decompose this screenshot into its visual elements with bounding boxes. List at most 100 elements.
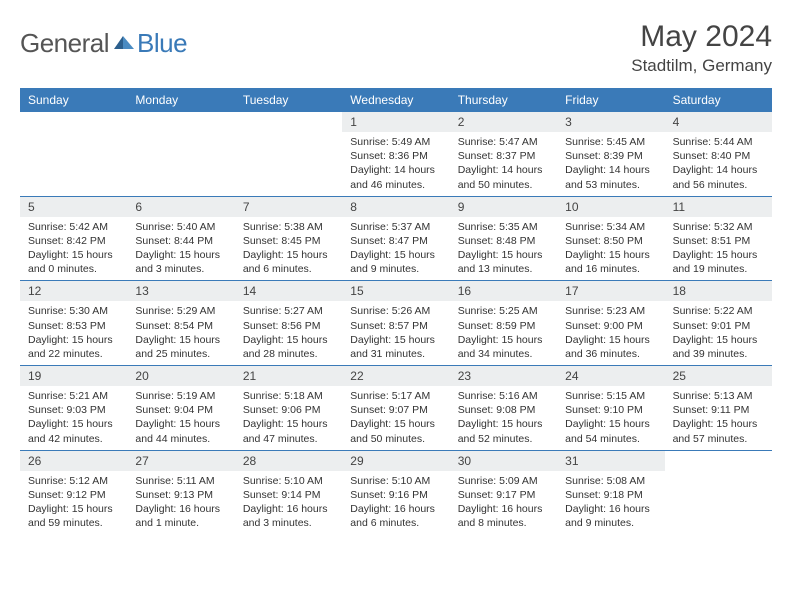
day-cell — [235, 112, 342, 196]
day-cell: 14Sunrise: 5:27 AMSunset: 8:56 PMDayligh… — [235, 281, 342, 365]
day-details: Sunrise: 5:35 AMSunset: 8:48 PMDaylight:… — [450, 217, 557, 281]
sunrise-text: Sunrise: 5:18 AM — [243, 389, 334, 403]
day-cell: 13Sunrise: 5:29 AMSunset: 8:54 PMDayligh… — [127, 281, 234, 365]
daylight-text: Daylight: 15 hours and 34 minutes. — [458, 333, 549, 361]
sunset-text: Sunset: 8:50 PM — [565, 234, 656, 248]
dow-monday: Monday — [127, 88, 234, 112]
day-details: Sunrise: 5:37 AMSunset: 8:47 PMDaylight:… — [342, 217, 449, 281]
sunset-text: Sunset: 8:45 PM — [243, 234, 334, 248]
day-cell: 26Sunrise: 5:12 AMSunset: 9:12 PMDayligh… — [20, 451, 127, 535]
daylight-text: Daylight: 15 hours and 42 minutes. — [28, 417, 119, 445]
daylight-text: Daylight: 15 hours and 59 minutes. — [28, 502, 119, 530]
day-details: Sunrise: 5:19 AMSunset: 9:04 PMDaylight:… — [127, 386, 234, 450]
day-details: Sunrise: 5:44 AMSunset: 8:40 PMDaylight:… — [665, 132, 772, 196]
dow-saturday: Saturday — [665, 88, 772, 112]
day-cell: 23Sunrise: 5:16 AMSunset: 9:08 PMDayligh… — [450, 366, 557, 450]
daylight-text: Daylight: 15 hours and 25 minutes. — [135, 333, 226, 361]
day-number — [235, 112, 342, 132]
day-details: Sunrise: 5:11 AMSunset: 9:13 PMDaylight:… — [127, 471, 234, 535]
sunrise-text: Sunrise: 5:49 AM — [350, 135, 441, 149]
day-details: Sunrise: 5:30 AMSunset: 8:53 PMDaylight:… — [20, 301, 127, 365]
daylight-text: Daylight: 15 hours and 47 minutes. — [243, 417, 334, 445]
sunrise-text: Sunrise: 5:40 AM — [135, 220, 226, 234]
day-details: Sunrise: 5:15 AMSunset: 9:10 PMDaylight:… — [557, 386, 664, 450]
calendar: Sunday Monday Tuesday Wednesday Thursday… — [20, 88, 772, 534]
sunset-text: Sunset: 8:44 PM — [135, 234, 226, 248]
sunset-text: Sunset: 9:18 PM — [565, 488, 656, 502]
day-number: 26 — [20, 451, 127, 471]
daylight-text: Daylight: 15 hours and 9 minutes. — [350, 248, 441, 276]
day-cell: 29Sunrise: 5:10 AMSunset: 9:16 PMDayligh… — [342, 451, 449, 535]
sunrise-text: Sunrise: 5:21 AM — [28, 389, 119, 403]
sunrise-text: Sunrise: 5:11 AM — [135, 474, 226, 488]
daylight-text: Daylight: 15 hours and 44 minutes. — [135, 417, 226, 445]
sunrise-text: Sunrise: 5:27 AM — [243, 304, 334, 318]
sunset-text: Sunset: 8:56 PM — [243, 319, 334, 333]
day-cell: 8Sunrise: 5:37 AMSunset: 8:47 PMDaylight… — [342, 197, 449, 281]
day-cell: 18Sunrise: 5:22 AMSunset: 9:01 PMDayligh… — [665, 281, 772, 365]
sunset-text: Sunset: 8:40 PM — [673, 149, 764, 163]
daylight-text: Daylight: 14 hours and 53 minutes. — [565, 163, 656, 191]
sunrise-text: Sunrise: 5:32 AM — [673, 220, 764, 234]
day-number: 21 — [235, 366, 342, 386]
day-number: 16 — [450, 281, 557, 301]
daylight-text: Daylight: 15 hours and 36 minutes. — [565, 333, 656, 361]
daylight-text: Daylight: 15 hours and 57 minutes. — [673, 417, 764, 445]
daylight-text: Daylight: 15 hours and 19 minutes. — [673, 248, 764, 276]
sunset-text: Sunset: 8:42 PM — [28, 234, 119, 248]
week-row: 12Sunrise: 5:30 AMSunset: 8:53 PMDayligh… — [20, 280, 772, 365]
sunrise-text: Sunrise: 5:29 AM — [135, 304, 226, 318]
day-details: Sunrise: 5:49 AMSunset: 8:36 PMDaylight:… — [342, 132, 449, 196]
day-cell: 5Sunrise: 5:42 AMSunset: 8:42 PMDaylight… — [20, 197, 127, 281]
day-number: 19 — [20, 366, 127, 386]
daylight-text: Daylight: 15 hours and 31 minutes. — [350, 333, 441, 361]
day-number: 17 — [557, 281, 664, 301]
day-cell: 1Sunrise: 5:49 AMSunset: 8:36 PMDaylight… — [342, 112, 449, 196]
daylight-text: Daylight: 15 hours and 22 minutes. — [28, 333, 119, 361]
day-number: 22 — [342, 366, 449, 386]
day-cell: 25Sunrise: 5:13 AMSunset: 9:11 PMDayligh… — [665, 366, 772, 450]
sunset-text: Sunset: 8:47 PM — [350, 234, 441, 248]
sunset-text: Sunset: 8:36 PM — [350, 149, 441, 163]
logo-text-blue: Blue — [137, 28, 187, 59]
day-cell: 27Sunrise: 5:11 AMSunset: 9:13 PMDayligh… — [127, 451, 234, 535]
day-cell: 17Sunrise: 5:23 AMSunset: 9:00 PMDayligh… — [557, 281, 664, 365]
day-number: 27 — [127, 451, 234, 471]
day-cell — [20, 112, 127, 196]
day-number: 2 — [450, 112, 557, 132]
day-details: Sunrise: 5:47 AMSunset: 8:37 PMDaylight:… — [450, 132, 557, 196]
weekday-header: Sunday Monday Tuesday Wednesday Thursday… — [20, 88, 772, 112]
sunset-text: Sunset: 8:37 PM — [458, 149, 549, 163]
day-number: 10 — [557, 197, 664, 217]
day-details: Sunrise: 5:09 AMSunset: 9:17 PMDaylight:… — [450, 471, 557, 535]
sunrise-text: Sunrise: 5:45 AM — [565, 135, 656, 149]
day-number: 7 — [235, 197, 342, 217]
dow-tuesday: Tuesday — [235, 88, 342, 112]
sunset-text: Sunset: 9:06 PM — [243, 403, 334, 417]
day-number: 5 — [20, 197, 127, 217]
sunset-text: Sunset: 8:48 PM — [458, 234, 549, 248]
day-cell: 31Sunrise: 5:08 AMSunset: 9:18 PMDayligh… — [557, 451, 664, 535]
sunrise-text: Sunrise: 5:30 AM — [28, 304, 119, 318]
logo-mark-icon — [113, 32, 135, 55]
day-details: Sunrise: 5:40 AMSunset: 8:44 PMDaylight:… — [127, 217, 234, 281]
day-details: Sunrise: 5:32 AMSunset: 8:51 PMDaylight:… — [665, 217, 772, 281]
day-number: 29 — [342, 451, 449, 471]
sunrise-text: Sunrise: 5:17 AM — [350, 389, 441, 403]
sunset-text: Sunset: 9:12 PM — [28, 488, 119, 502]
logo: General Blue — [20, 28, 187, 59]
day-cell: 4Sunrise: 5:44 AMSunset: 8:40 PMDaylight… — [665, 112, 772, 196]
dow-thursday: Thursday — [450, 88, 557, 112]
sunrise-text: Sunrise: 5:35 AM — [458, 220, 549, 234]
daylight-text: Daylight: 16 hours and 9 minutes. — [565, 502, 656, 530]
day-details: Sunrise: 5:27 AMSunset: 8:56 PMDaylight:… — [235, 301, 342, 365]
day-details: Sunrise: 5:25 AMSunset: 8:59 PMDaylight:… — [450, 301, 557, 365]
day-number: 12 — [20, 281, 127, 301]
sunset-text: Sunset: 9:16 PM — [350, 488, 441, 502]
sunset-text: Sunset: 8:53 PM — [28, 319, 119, 333]
day-cell: 7Sunrise: 5:38 AMSunset: 8:45 PMDaylight… — [235, 197, 342, 281]
daylight-text: Daylight: 16 hours and 6 minutes. — [350, 502, 441, 530]
day-number: 28 — [235, 451, 342, 471]
day-number: 6 — [127, 197, 234, 217]
sunset-text: Sunset: 9:00 PM — [565, 319, 656, 333]
